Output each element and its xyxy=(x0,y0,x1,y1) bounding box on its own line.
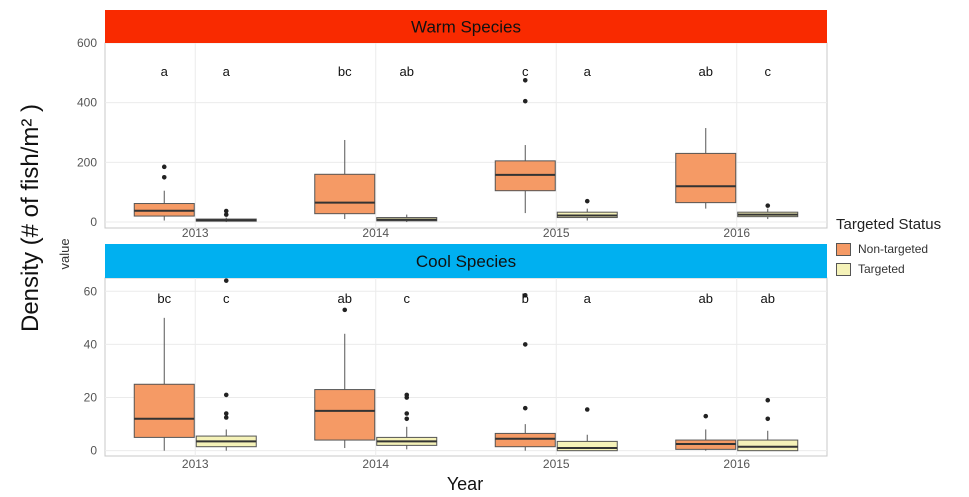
panel-2-significance-letter: c xyxy=(404,291,411,306)
panel-1-outlier-point xyxy=(522,77,528,83)
panel-1-y-tick-label: 400 xyxy=(77,96,97,110)
panel-2-significance-letter: bc xyxy=(157,291,171,306)
panel-2-box xyxy=(314,389,376,441)
panel-1-outlier-point xyxy=(161,164,167,170)
panel-1-significance-letter: a xyxy=(584,64,592,79)
panel-2-significance-letter: b xyxy=(522,291,529,306)
panel-2-box xyxy=(494,432,556,448)
legend: Targeted Status Non-targeted Targeted xyxy=(836,216,941,279)
panel-2-outlier-point xyxy=(404,392,410,398)
panel-1-outlier-point xyxy=(765,203,771,208)
x-axis-title: Year xyxy=(447,474,483,494)
legend-item-targeted: Targeted xyxy=(836,259,941,279)
panel-1-significance-letter: bc xyxy=(338,64,352,79)
panel-2-outlier-point xyxy=(223,392,229,398)
panel-1-outlier-point xyxy=(223,212,229,217)
panel-1-significance-letter: ab xyxy=(699,64,713,79)
panel-2-outlier-point xyxy=(522,405,528,411)
panel-2-significance-letter: ab xyxy=(699,291,713,306)
panel-1-outlier-point xyxy=(522,98,528,104)
panel-1-y-tick-label: 600 xyxy=(77,36,97,50)
panel-1-box xyxy=(675,152,737,204)
panel-2-x-tick-label: 2016 xyxy=(723,457,750,471)
panel-1-strip-title: Warm Species xyxy=(411,18,521,37)
panel-1-x-tick-label: 2014 xyxy=(362,226,389,240)
panel-1-significance-letter: c xyxy=(765,64,772,79)
panel-2-significance-letter: ab xyxy=(761,291,775,306)
panel-1-significance-letter: a xyxy=(223,64,231,79)
panel-2-outlier-point xyxy=(223,415,229,420)
panel-2-outlier-point xyxy=(584,407,590,412)
panel-2-outlier-point xyxy=(703,413,709,419)
panel-1-significance-letter: c xyxy=(522,64,529,79)
panel-2-outlier-point xyxy=(223,411,229,416)
panel-2-outlier-point xyxy=(522,342,528,347)
panel-2-x-tick-label: 2015 xyxy=(543,457,570,471)
panel-1-significance-letter: a xyxy=(161,64,169,79)
panel-1-x-tick-label: 2015 xyxy=(543,226,570,240)
legend-label-targeted: Targeted xyxy=(858,262,905,276)
panel-2-box xyxy=(556,440,618,452)
panel-2-strip xyxy=(105,244,827,278)
panel-1-y-tick-label: 0 xyxy=(90,215,97,229)
panel-2-significance-letter: c xyxy=(223,291,230,306)
panel-2-y-tick-label: 40 xyxy=(84,337,98,351)
panel-2-strip-title: Cool Species xyxy=(416,252,516,271)
panel-1-outlier-point xyxy=(223,208,229,214)
panel-2-outlier-point xyxy=(765,416,771,422)
panel-2-box xyxy=(737,439,799,452)
panel-2-outlier-point xyxy=(223,278,229,283)
panel-1-y-tick-label: 200 xyxy=(77,155,97,169)
panel-1-box xyxy=(314,173,376,215)
legend-item-non-targeted: Non-targeted xyxy=(836,239,941,259)
panel-1-x-tick-label: 2016 xyxy=(723,226,750,240)
panel-2-outlier-point xyxy=(342,307,348,313)
panel-2-significance-letter: a xyxy=(584,291,592,306)
panel-2-frame xyxy=(104,277,828,457)
panel-1-outlier-point xyxy=(584,198,590,204)
panel-2-x-tick-label: 2014 xyxy=(362,457,389,471)
panel-1-x-tick-label: 2013 xyxy=(182,226,209,240)
y-axis-title: Density (# of fish/m² ) xyxy=(17,104,44,332)
panel-2-y-tick-label: 0 xyxy=(90,444,97,458)
panel-1-significance-letter: ab xyxy=(400,64,414,79)
panel-2-outlier-point xyxy=(765,397,771,403)
legend-label-non-targeted: Non-targeted xyxy=(858,242,929,256)
panel-2-box xyxy=(133,383,195,438)
panel-2-y-tick-label: 60 xyxy=(84,284,98,298)
panel-2-x-tick-label: 2013 xyxy=(182,457,209,471)
y-axis-title-small: value xyxy=(57,238,72,269)
panel-2-outlier-point xyxy=(522,292,528,298)
panel-2-significance-letter: ab xyxy=(338,291,352,306)
panel-2-y-tick-label: 20 xyxy=(84,391,98,405)
panel-2-outlier-point xyxy=(404,416,410,422)
panel-1-outlier-point xyxy=(161,174,167,180)
panel-2-outlier-point xyxy=(404,411,410,416)
panel-1-strip xyxy=(105,10,827,43)
legend-title: Targeted Status xyxy=(836,216,942,233)
legend-swatch-targeted xyxy=(836,262,851,276)
legend-swatch-non-targeted xyxy=(836,242,851,256)
